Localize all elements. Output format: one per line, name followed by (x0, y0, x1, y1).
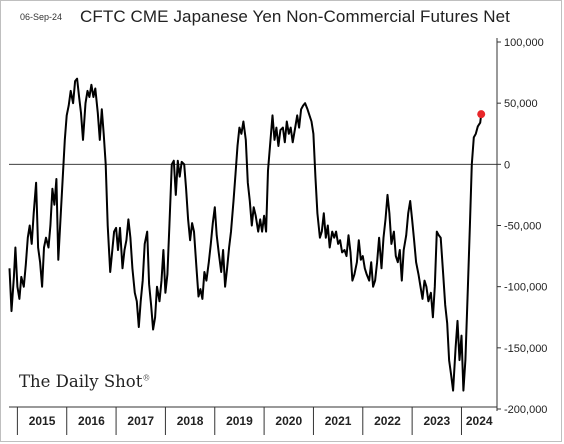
y-tick-label: -200,000 (504, 404, 547, 416)
y-tick-label: -150,000 (504, 343, 547, 355)
x-tick-label: 2024 (466, 414, 493, 428)
x-axis: 2015 2016 2017 2018 2019 2020 2021 2022 2023 2024 (9, 406, 497, 435)
y-tick-label: -100,000 (504, 282, 547, 294)
y-axis: 100,000 50,000 0 -50,000 -100,000 -150,000 -20… (496, 37, 547, 416)
x-tick-label: 2019 (226, 414, 253, 428)
logo-text: The Daily Shot (19, 372, 143, 391)
x-tick-label: 2015 (29, 414, 56, 428)
y-tick-label: 0 (504, 159, 510, 171)
daily-shot-logo: The Daily Shot® (19, 372, 150, 391)
y-tick-label: 100,000 (504, 37, 544, 49)
series-line (8, 77, 483, 392)
x-tick-label: 2020 (275, 414, 302, 428)
x-tick-label: 2017 (127, 414, 154, 428)
x-tick-label: 2021 (325, 414, 352, 428)
date-label: 06-Sep-24 (20, 12, 63, 22)
plot-area (8, 77, 497, 392)
x-tick-label: 2016 (78, 414, 105, 428)
y-tick-label: -50,000 (504, 221, 541, 233)
chart-title: CFTC CME Japanese Yen Non-Commercial Fut… (80, 7, 510, 26)
x-tick-label: 2023 (423, 414, 450, 428)
registered-mark: ® (142, 373, 151, 383)
last-point-marker (477, 110, 486, 119)
y-tick-label: 50,000 (504, 98, 538, 110)
x-tick-label: 2022 (374, 414, 401, 428)
x-tick-label: 2018 (177, 414, 204, 428)
